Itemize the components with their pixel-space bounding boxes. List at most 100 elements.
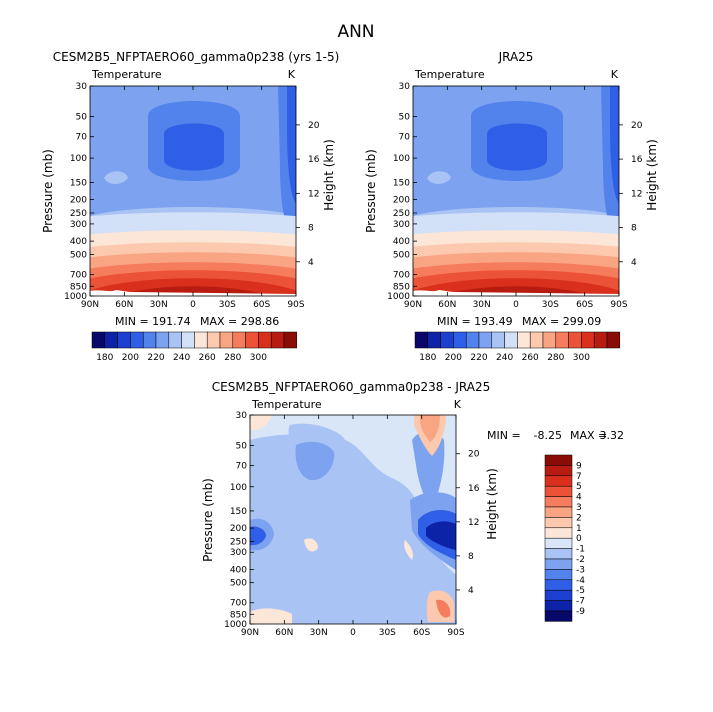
y-axis-right-label: Height (km) [322, 139, 336, 210]
colorbar-swatch [544, 610, 573, 622]
pressure-tick-label: 400 [70, 237, 87, 247]
pressure-tick-label: 150 [70, 178, 87, 188]
colorbar-swatch [544, 537, 573, 549]
height-tick-label: 16 [468, 484, 480, 494]
colorbar: 180 200 220 240 260 280 300 [414, 331, 621, 363]
x-tick-label: 30N [473, 300, 491, 310]
x-tick-label: 0 [190, 300, 196, 310]
colorbar-label: 260 [199, 353, 216, 363]
min-label: MIN = 193.49 [437, 315, 513, 328]
colorbar-swatch [544, 527, 573, 539]
colorbar-label: 1 [576, 524, 582, 534]
colorbar-label: 220 [470, 353, 487, 363]
colorbar-swatch [104, 331, 118, 349]
field-fill [90, 86, 296, 296]
pressure-tick-label: 70 [236, 462, 248, 472]
pressure-tick-label: 250 [230, 537, 247, 547]
x-tick-label: 90S [287, 300, 304, 310]
pressure-tick-label: 200 [230, 524, 247, 534]
max-value: 3.32 [600, 429, 625, 442]
panel-obs: JRA25 Temperature K 90N 60N 30N 0 30S 60S 90S 3… [364, 50, 659, 363]
colorbar-swatch [194, 331, 208, 349]
pressure-tick-label: 70 [76, 133, 88, 143]
x-tick-label: 60S [576, 300, 593, 310]
pressure-tick-label: 700 [230, 599, 247, 609]
colorbar-swatch [568, 331, 582, 349]
pressure-tick-label: 200 [70, 196, 87, 206]
height-tick-label: 8 [631, 224, 637, 234]
pressure-tick-label: 500 [393, 250, 410, 260]
colorbar-label: 300 [573, 353, 590, 363]
min-label: MIN = [487, 429, 521, 442]
height-tick-label: 12 [468, 518, 479, 528]
pressure-tick-label: 500 [230, 579, 247, 589]
y-axis-right-label: Height (km) [645, 139, 659, 210]
units-label: K [288, 68, 296, 81]
colorbar-swatch [219, 331, 234, 349]
colorbar-swatch [544, 496, 573, 508]
colorbar-swatch [168, 331, 182, 349]
colorbar-swatch [544, 485, 573, 497]
colorbar-label: 300 [250, 353, 267, 363]
height-tick-label: 20 [308, 121, 320, 131]
pressure-tick-label: 1000 [64, 292, 87, 302]
x-tick-label: 0 [350, 628, 356, 638]
colorbar-swatch [606, 331, 621, 349]
pressure-tick-label: 100 [70, 154, 87, 164]
colorbar-label: 200 [445, 353, 462, 363]
colorbar-swatch [283, 331, 298, 349]
colorbar-swatch [117, 331, 131, 349]
x-tick-label: 60S [253, 300, 270, 310]
pressure-tick-label: 50 [236, 441, 248, 451]
y-axis-label: Pressure (mb) [201, 478, 215, 562]
pressure-tick-label: 500 [70, 250, 87, 260]
height-tick-label: 20 [631, 121, 643, 131]
colorbar-swatch [544, 454, 573, 466]
colorbar-label: 4 [576, 493, 582, 503]
min-value: -8.25 [534, 429, 562, 442]
colorbar-label: 3 [576, 503, 582, 513]
y-axis-label: Pressure (mb) [364, 149, 378, 233]
colorbar-label: 9 [576, 461, 582, 471]
pressure-tick-label: 1000 [224, 620, 247, 630]
pressure-tick-label: 700 [393, 271, 410, 281]
colorbar-swatch [544, 475, 573, 487]
pressure-tick-label: 700 [70, 271, 87, 281]
x-tick-label: 60N [275, 628, 293, 638]
height-tick-label: 4 [631, 258, 637, 268]
colorbar-label: 0 [576, 534, 582, 544]
colorbar-swatch [544, 517, 573, 529]
colorbar-label: 180 [419, 353, 436, 363]
colorbar-swatch [427, 331, 441, 349]
height-tick-label: 16 [631, 155, 643, 165]
colorbar-swatch [258, 331, 272, 349]
colorbar-label: 2 [576, 513, 582, 523]
colorbar-label: 5 [576, 482, 582, 492]
colorbar-swatch [544, 506, 573, 518]
x-tick-label: 30S [379, 628, 396, 638]
colorbar-swatch [544, 465, 573, 477]
colorbar-swatch [544, 579, 573, 591]
x-tick-label: 60S [413, 628, 430, 638]
page-title: ANN [337, 22, 374, 42]
colorbar-label: 7 [576, 472, 582, 482]
variable-label: Temperature [91, 68, 162, 81]
pressure-tick-label: 300 [393, 220, 410, 230]
colorbar-label: 280 [547, 353, 564, 363]
height-tick-label: 12 [308, 189, 319, 199]
axes: 90N 60N 30N 0 30S 60S 90S 30 50 70 100 150 200 250300… [387, 82, 643, 310]
pressure-tick-label: 850 [70, 282, 87, 292]
colorbar-swatch [453, 331, 467, 349]
colorbar-label: 280 [224, 353, 241, 363]
colorbar-label: -7 [576, 597, 585, 607]
colorbar-swatch [555, 331, 569, 349]
colorbar-swatch [245, 331, 259, 349]
y-axis-label: Pressure (mb) [41, 149, 55, 233]
pressure-tick-label: 30 [399, 82, 411, 92]
x-tick-label: 30N [150, 300, 168, 310]
colorbar-swatch [142, 331, 157, 349]
pressure-tick-label: 30 [76, 82, 88, 92]
min-label: MIN = 191.74 [115, 315, 191, 328]
pressure-tick-label: 1000 [387, 292, 410, 302]
